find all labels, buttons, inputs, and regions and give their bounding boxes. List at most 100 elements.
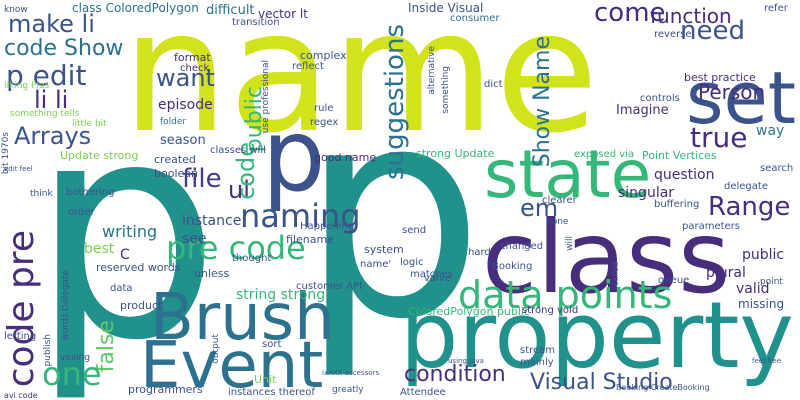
word-one: one <box>42 355 102 393</box>
word-stream: stream <box>520 345 556 356</box>
word-alternative: alternative <box>427 46 437 95</box>
word-liking-plus: liking Plus <box>4 81 50 91</box>
word-boolean: boolean <box>154 167 198 180</box>
word-coloredpolygon-public: ColoredPolygon public <box>408 305 531 318</box>
word-exposed-via: exposed via <box>574 149 635 160</box>
word-matches: matches <box>410 269 453 280</box>
word-need: need <box>680 16 745 46</box>
word-question: question <box>654 167 715 183</box>
word-vexing: vexing <box>60 353 90 363</box>
word-best: best <box>84 241 115 257</box>
word-code-show: code Show <box>4 36 124 61</box>
word-string-strong: string strong <box>236 287 326 303</box>
word-ul: ul <box>228 176 250 204</box>
word-format: format <box>174 51 211 64</box>
word-imagine: Imagine <box>616 103 669 118</box>
word-publish: publish <box>43 334 53 367</box>
word-inside-visual: Inside Visual <box>408 1 484 15</box>
word-sort: sort <box>262 339 282 350</box>
word-reverse: reverse <box>654 29 692 40</box>
word-unit: Unit <box>254 373 277 386</box>
word-difficult: difficult <box>206 3 255 18</box>
word-true: true <box>690 121 748 154</box>
word-p-edit: p edit <box>6 59 87 92</box>
word-unless: unless <box>194 267 230 280</box>
word-think: think <box>30 189 53 199</box>
word-little-bit: little bit <box>72 119 107 129</box>
word-booking-createbooking: Booking CreateBooking <box>616 383 710 392</box>
word-product: product <box>120 299 163 312</box>
word-attendee: Attendee <box>400 387 446 398</box>
word-programmers: programmers <box>128 383 203 396</box>
word-person: Person <box>698 80 766 104</box>
word-feel-free: feel free <box>752 357 782 365</box>
word-reflect: reflect <box>292 61 324 72</box>
word-best-practice: best practice <box>684 71 756 84</box>
word-parameters: parameters <box>682 221 741 232</box>
word-singular: singular <box>618 185 675 201</box>
word-show-name: Show Name <box>530 36 555 168</box>
word-data: data <box>110 283 133 294</box>
word-c: C <box>120 247 130 263</box>
word-search: search <box>760 163 794 174</box>
word-come: come <box>594 0 666 28</box>
word-brush: Brush <box>150 281 335 355</box>
word-booking: Booking <box>492 261 533 272</box>
word-words-delegate: words Delegate <box>61 270 71 341</box>
word-data-points: data points <box>458 273 673 317</box>
word-logic: logic <box>400 257 424 268</box>
word-none: none <box>546 217 569 227</box>
word-refer: refer <box>764 3 788 14</box>
word-thought: thought <box>232 253 272 264</box>
word-li-li: li li <box>34 86 69 114</box>
word-avi-code: avi code <box>4 391 38 400</box>
word-update-strong: Update strong <box>60 149 139 162</box>
word-missing: missing <box>738 297 785 311</box>
word-will: will <box>565 236 575 251</box>
word-p-mid: p <box>262 97 326 214</box>
word-arrays: Arrays <box>14 122 92 150</box>
word-strong-void: strong void <box>522 305 579 316</box>
word-season: season <box>160 133 206 148</box>
word-know: know <box>4 5 28 15</box>
word-range: Range <box>708 192 791 222</box>
word-false: false <box>94 320 119 373</box>
word-p-right: p <box>300 46 485 383</box>
word-changed: changed <box>500 241 544 252</box>
word-check: check <box>180 63 210 74</box>
word-episode: episode <box>158 97 213 113</box>
word-class: class <box>482 199 731 316</box>
word-good-name: good name <box>314 151 377 164</box>
word-mainly: mainly <box>520 357 554 368</box>
word-complex: complex <box>300 49 347 62</box>
word-strong-update: strong Update <box>416 147 495 160</box>
word-transition: transition <box>232 17 280 28</box>
word-point: point <box>760 277 783 287</box>
word-code-pre: code pre <box>1 230 42 388</box>
word-order: order <box>68 207 95 218</box>
word-using-java: using Java <box>448 357 484 365</box>
word-make-li: make li <box>8 10 95 38</box>
word-valid: valid <box>736 281 770 297</box>
word-dict: dict <box>484 79 503 90</box>
word-name-tick: name' <box>360 259 392 270</box>
word-instance: instance <box>182 213 242 229</box>
word-way: way <box>756 123 785 139</box>
word-p-big: p <box>30 57 221 400</box>
word-condition: condition <box>404 362 506 387</box>
word-writing: writing <box>102 222 158 241</box>
word-bothering: bothering <box>66 187 115 198</box>
word-suggestions: suggestions <box>380 24 410 180</box>
word-function: function <box>650 4 732 28</box>
word-state: state <box>484 136 652 213</box>
word-instances-thereof: instances thereof <box>228 387 315 398</box>
word-created: created <box>154 153 196 166</box>
word-buffering: buffering <box>654 199 700 210</box>
word-queue: queue <box>658 275 690 286</box>
word-system: system <box>364 243 404 256</box>
word-send: send <box>402 225 427 236</box>
word-name: name <box>122 0 599 170</box>
word-classes-will: classes will <box>210 145 266 156</box>
word-valve: valve <box>424 273 451 284</box>
